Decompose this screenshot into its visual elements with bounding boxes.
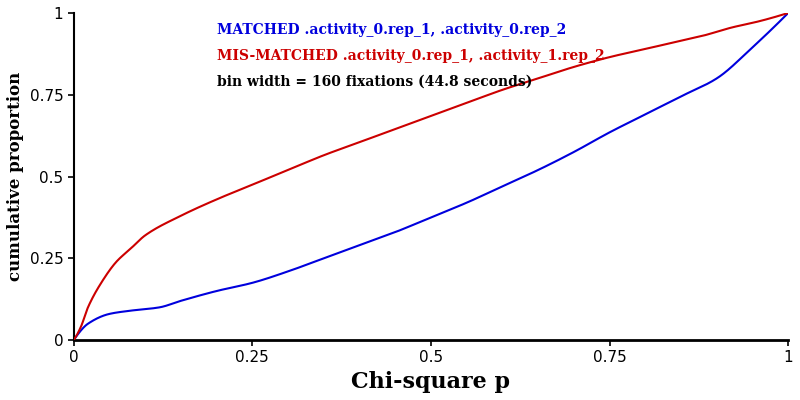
Y-axis label: cumulative proportion: cumulative proportion — [7, 72, 24, 281]
X-axis label: Chi-square p: Chi-square p — [351, 371, 510, 393]
Text: bin width = 160 fixations (44.8 seconds): bin width = 160 fixations (44.8 seconds) — [217, 75, 532, 89]
Text: MATCHED .activity_0.rep_1, .activity_0.rep_2: MATCHED .activity_0.rep_1, .activity_0.r… — [217, 23, 566, 37]
Text: MIS-MATCHED .activity_0.rep_1, .activity_1.rep_2: MIS-MATCHED .activity_0.rep_1, .activity… — [217, 49, 604, 63]
